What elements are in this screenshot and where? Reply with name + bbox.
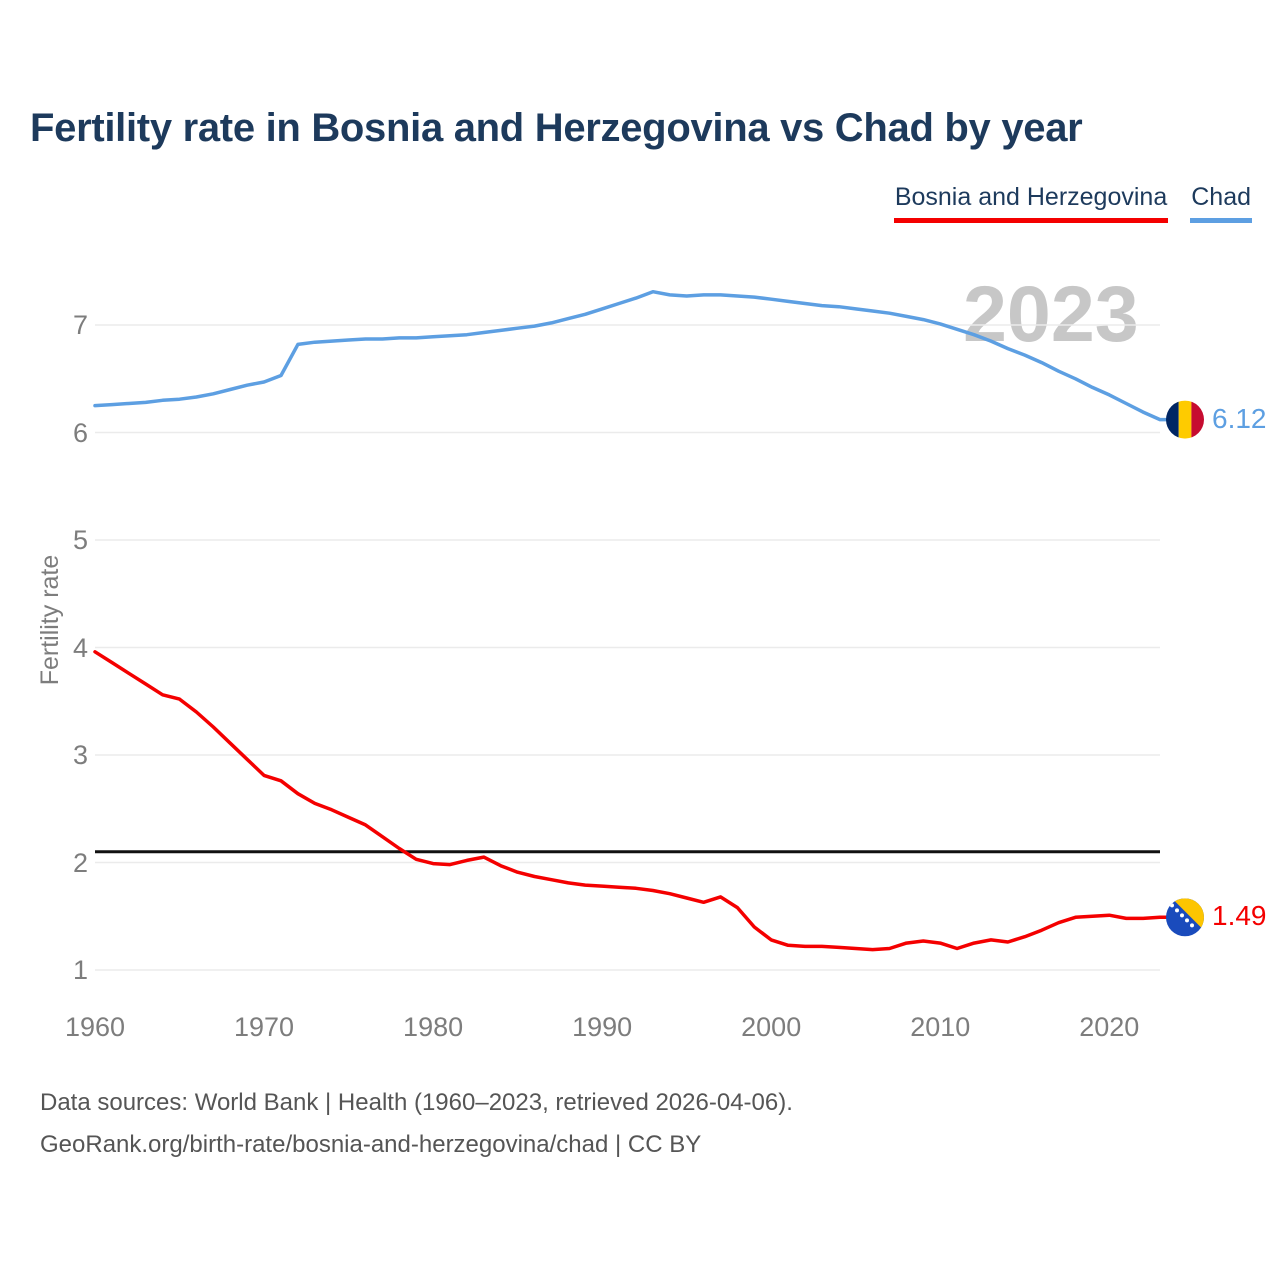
y-tick-label: 3 — [72, 740, 88, 770]
x-tick-label: 1980 — [403, 1012, 464, 1042]
y-tick-label: 1 — [72, 955, 88, 985]
x-tick-label: 2020 — [1079, 1012, 1140, 1042]
page-title: Fertility rate in Bosnia and Herzegovina… — [30, 106, 1083, 150]
x-tick-label: 1960 — [64, 1012, 126, 1042]
footer-sources-line: Data sources: World Bank | Health (1960–… — [40, 1089, 793, 1116]
data-source-footer: Data sources: World Bank | Health (1960–… — [40, 1082, 793, 1166]
legend-item-bosnia-and-herzegovina[interactable]: Bosnia and Herzegovina — [893, 183, 1169, 223]
line-bosnia-and-herzegovina — [93, 650, 1174, 952]
y-tick-label: 2 — [72, 847, 88, 878]
y-tick-label: 5 — [72, 525, 88, 555]
x-tick-label: 1990 — [572, 1012, 633, 1042]
x-tick-label: 1970 — [234, 1012, 295, 1042]
y-tick-label: 7 — [72, 310, 88, 340]
line-chad — [93, 289, 1174, 422]
bosnia-flag-icon — [1166, 898, 1204, 937]
legend-item-chad[interactable]: Chad — [1190, 183, 1252, 223]
footer-url-line: GeoRank.org/birth-rate/bosnia-and-herzeg… — [40, 1131, 702, 1158]
bosnia-end-value-label: 1.49 — [1212, 900, 1267, 932]
x-tick-label: 2010 — [910, 1012, 971, 1042]
chad-flag-icon — [1166, 400, 1204, 439]
chad-end-value-label: 6.12 — [1212, 402, 1267, 434]
x-tick-label: 2000 — [741, 1012, 802, 1042]
y-tick-label: 6 — [72, 417, 88, 448]
legend: Bosnia and Herzegovina Chad — [0, 183, 1252, 223]
y-tick-label: 4 — [72, 632, 88, 663]
